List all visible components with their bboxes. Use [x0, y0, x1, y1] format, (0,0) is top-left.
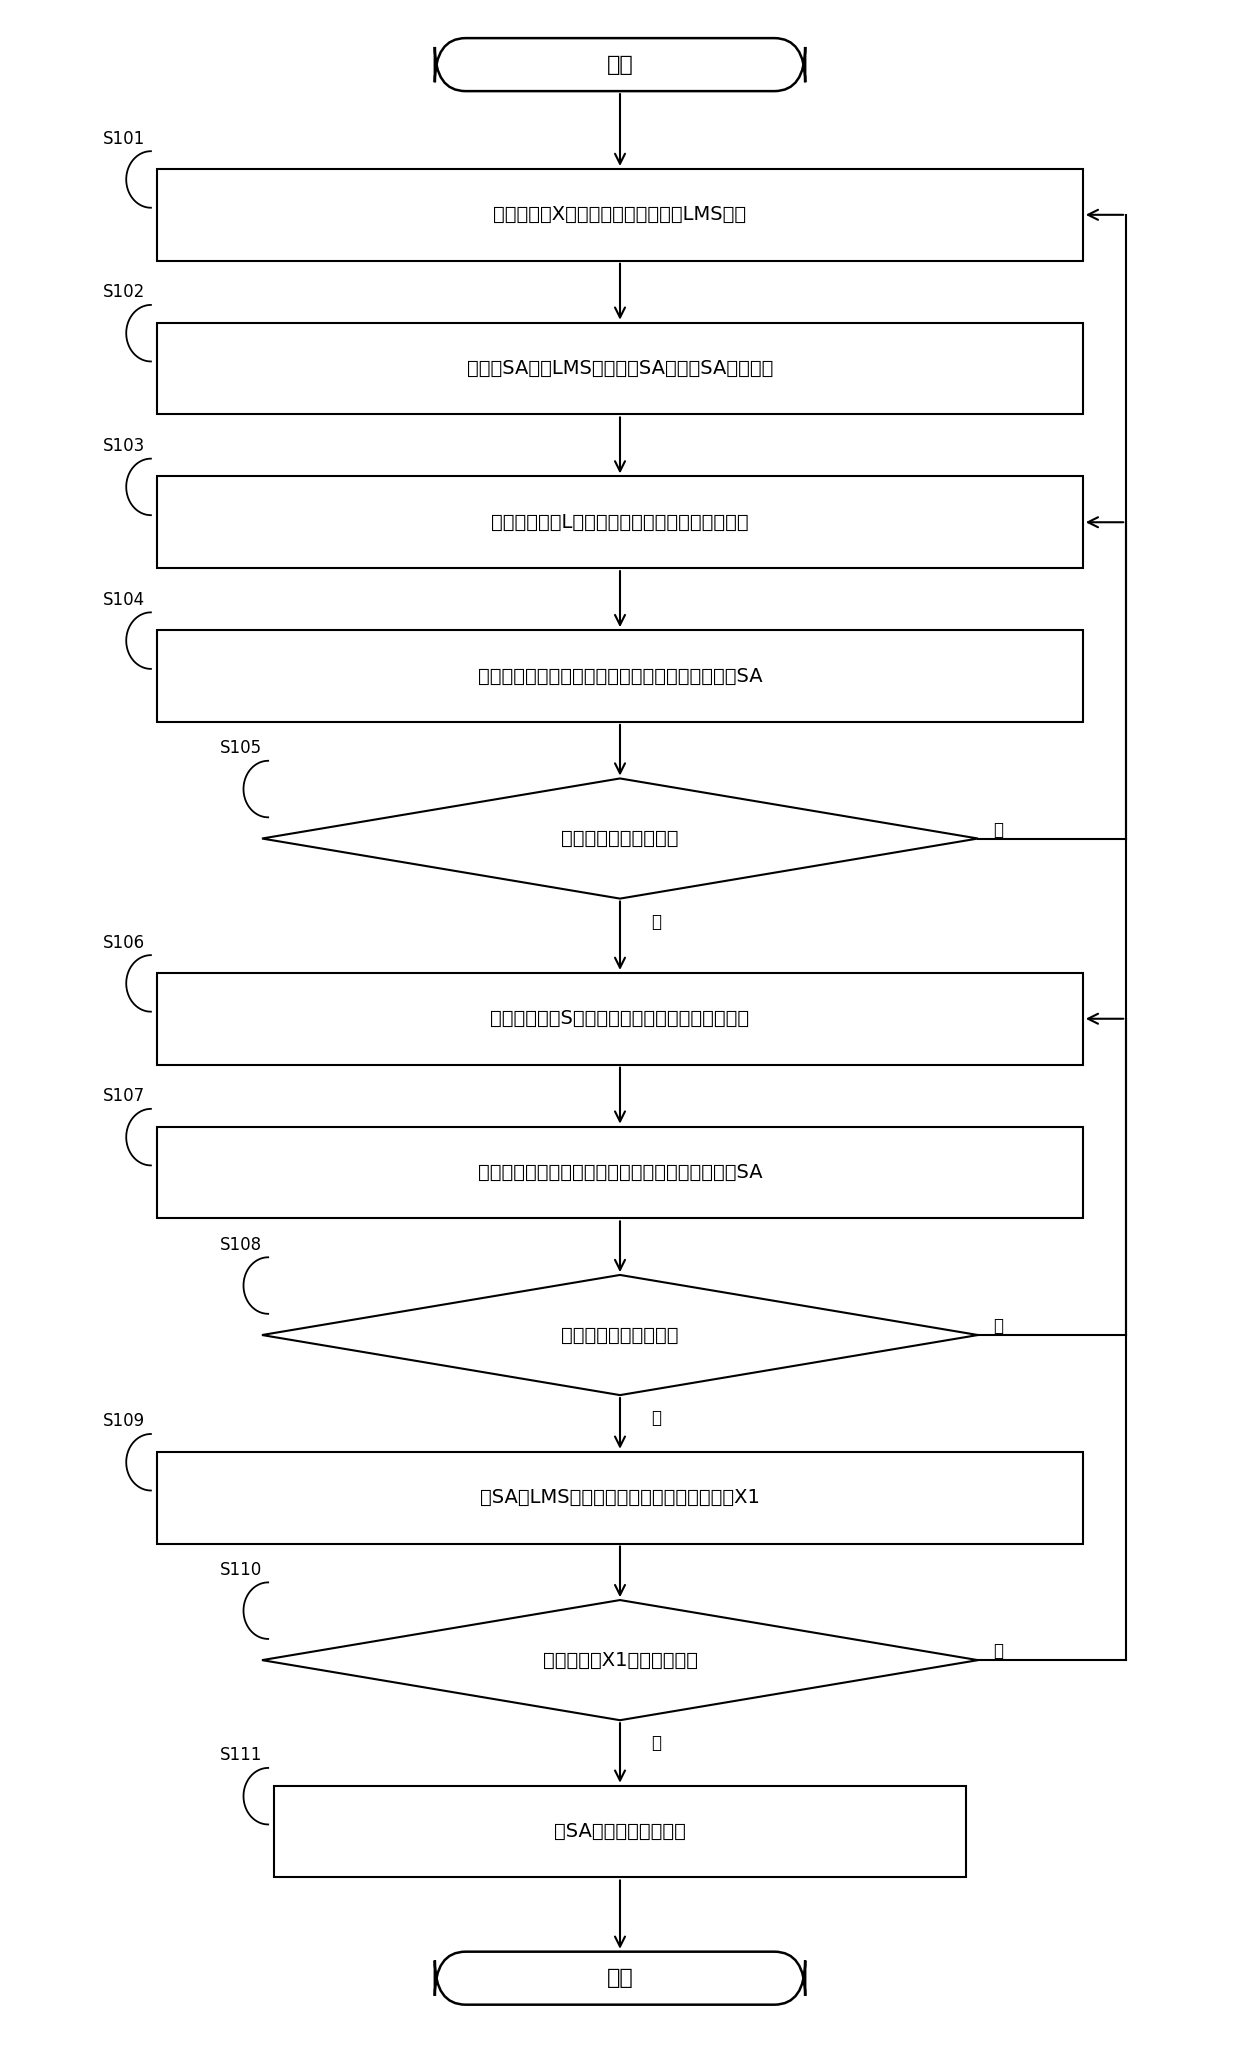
- Text: S110: S110: [219, 1560, 262, 1579]
- FancyBboxPatch shape: [435, 37, 805, 91]
- Text: S107: S107: [103, 1088, 145, 1106]
- Bar: [157, 1127, 1083, 1218]
- Text: 结束: 结束: [606, 1969, 634, 1988]
- Text: 开启多个线程以并行的方式将多个堆中的元素写回SA: 开启多个线程以并行的方式将多个堆中的元素写回SA: [477, 1162, 763, 1183]
- Text: 是: 是: [651, 912, 661, 931]
- Text: 是: 是: [993, 1643, 1003, 1659]
- Text: S104: S104: [103, 590, 145, 609]
- Text: 判断是否已遗历所有块: 判断是否已遗历所有块: [562, 830, 678, 848]
- Text: 是: 是: [651, 1410, 661, 1426]
- Bar: [157, 477, 1083, 568]
- Bar: [274, 1785, 966, 1878]
- Bar: [157, 322, 1083, 415]
- Text: S109: S109: [103, 1412, 145, 1430]
- Text: 扫描字符串X，找出字符串中所有的LMS子串: 扫描字符串X，找出字符串中所有的LMS子串: [494, 204, 746, 225]
- Text: S108: S108: [219, 1236, 262, 1253]
- Polygon shape: [262, 1276, 978, 1395]
- Text: S105: S105: [219, 739, 262, 757]
- Polygon shape: [262, 778, 978, 898]
- Text: 判断是否已遗历所有块: 判断是否已遗历所有块: [562, 1325, 678, 1344]
- Bar: [157, 1451, 1083, 1544]
- Text: 初始化SA，将LMS子串放入SA中，对SA进行分块: 初始化SA，将LMS子串放入SA中，对SA进行分块: [466, 359, 774, 378]
- Text: 否: 否: [993, 821, 1003, 838]
- Text: 对SA中LMS子串进行命名，生成新的字符串X1: 对SA中LMS子串进行命名，生成新的字符串X1: [480, 1488, 760, 1507]
- Text: S111: S111: [219, 1746, 262, 1765]
- Bar: [157, 630, 1083, 722]
- Text: 开始: 开始: [606, 54, 634, 74]
- Bar: [157, 169, 1083, 260]
- FancyBboxPatch shape: [435, 1953, 805, 2004]
- Text: 对SA进行并行归纳排序: 对SA进行并行归纳排序: [554, 1823, 686, 1841]
- Text: S103: S103: [103, 438, 145, 454]
- Text: 对块中前继为S型元素进行归纳排序，生成最大堆: 对块中前继为S型元素进行归纳排序，生成最大堆: [491, 1009, 749, 1028]
- Text: S101: S101: [103, 130, 145, 149]
- Text: 开启多个线程以并行的方式将多个堆中的元素写回SA: 开启多个线程以并行的方式将多个堆中的元素写回SA: [477, 667, 763, 685]
- Text: 判断字符串X1中是否有重复: 判断字符串X1中是否有重复: [543, 1651, 697, 1670]
- Text: S102: S102: [103, 283, 145, 301]
- Polygon shape: [262, 1600, 978, 1719]
- Text: 否: 否: [993, 1317, 1003, 1335]
- Text: S106: S106: [103, 933, 145, 952]
- Bar: [157, 972, 1083, 1065]
- Text: 是: 是: [651, 1734, 661, 1752]
- Text: 对块中前继为L型元素进行归纳排序，生成最小堆: 对块中前继为L型元素进行归纳排序，生成最小堆: [491, 512, 749, 533]
